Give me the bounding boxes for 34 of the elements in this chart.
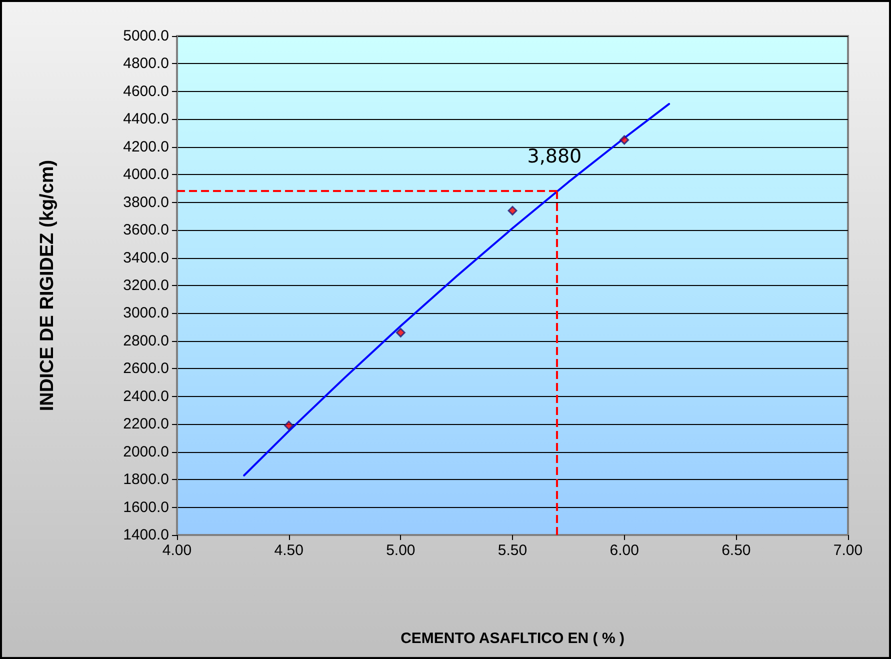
y-tick-label: 3800.0 [123,194,169,211]
line-series [243,102,670,476]
y-tick-label: 4600.0 [123,82,169,100]
y-tick-label: 2200.0 [123,416,169,433]
x-tick-label: 7.00 [833,542,863,559]
y-tick-label: 1600.0 [123,498,169,516]
y-tick-label: 3400.0 [123,249,169,266]
x-tick-label: 5.50 [498,542,528,559]
point [508,206,518,216]
x-tick-label: 4.50 [274,542,304,559]
x-tick-label: 5.00 [386,542,416,559]
y-tick-label: 2000.0 [123,443,169,460]
y-tick-label: 4800.0 [123,55,169,72]
point [620,135,630,145]
y-tick-label: 5000.0 [123,28,169,44]
y-tick-label: 2400.0 [123,388,169,405]
y-tick-label: 4200.0 [123,138,169,156]
x-tick-label: 6.50 [722,542,751,559]
y-tick-label: 2800.0 [123,332,169,350]
x-tick-label: 6.00 [610,542,639,559]
point [284,420,294,430]
y-tick-label: 1800.0 [123,471,169,488]
x-tick-label: 4.00 [162,542,192,559]
y-tick-label: 3200.0 [123,277,169,294]
annotation: 3,880 [527,146,582,168]
point [396,328,406,338]
y-tick-label: 1400.0 [123,526,169,544]
y-tick-label: 4000.0 [123,166,169,184]
y-tick-label: 3600.0 [123,222,169,239]
x-axis-title: CEMENTO ASAFLTICO EN ( % ) [400,630,624,647]
y-axis-title: INDICE DE RIGIDEZ (kg/cm) [37,160,58,412]
y-tick-label: 2600.0 [123,360,169,378]
y-tick-label: 3000.0 [123,304,169,322]
y-tick-label: 4400.0 [123,110,169,128]
